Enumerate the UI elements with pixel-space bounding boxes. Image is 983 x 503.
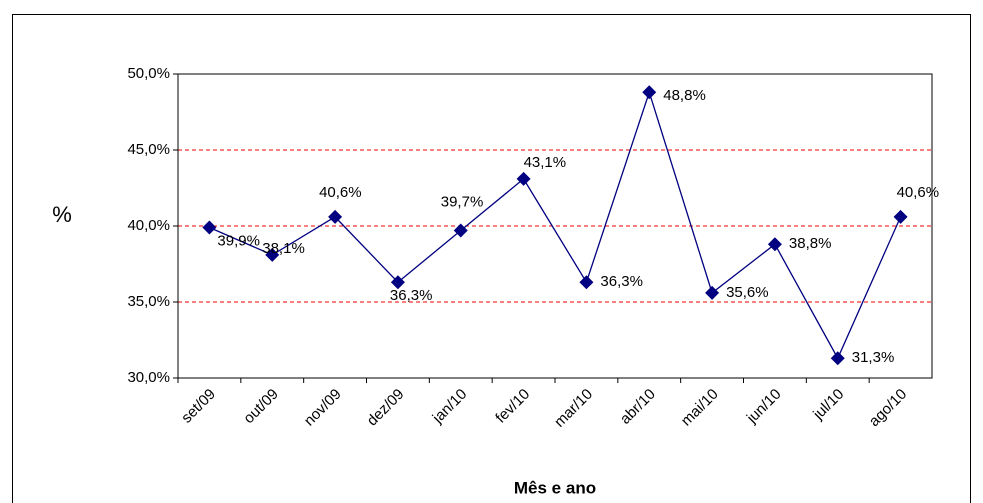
- data-point: [328, 209, 343, 224]
- data-label: 36,3%: [390, 287, 433, 304]
- data-label: 31,3%: [852, 349, 895, 366]
- data-label: 43,1%: [524, 154, 567, 171]
- y-tick-label: 35,0%: [127, 293, 170, 310]
- data-point: [453, 223, 468, 238]
- data-label: 48,8%: [663, 87, 706, 104]
- data-point: [390, 275, 405, 290]
- y-tick-label: 50,0%: [127, 65, 170, 82]
- data-point: [893, 209, 908, 224]
- x-axis-label: Mês e ano: [514, 478, 596, 497]
- data-label: 40,6%: [897, 184, 940, 201]
- y-tick-label: 30,0%: [127, 369, 170, 386]
- data-point: [642, 85, 657, 100]
- y-tick-label: 40,0%: [127, 217, 170, 234]
- data-label: 35,6%: [726, 284, 769, 301]
- data-label: 36,3%: [600, 273, 643, 290]
- data-point: [516, 171, 531, 186]
- data-label: 39,7%: [441, 194, 484, 211]
- data-point: [202, 220, 217, 235]
- data-label: 40,6%: [319, 184, 362, 201]
- y-tick-label: 45,0%: [127, 141, 170, 158]
- series-line: [209, 90, 902, 360]
- y-axis-label: %: [52, 202, 72, 227]
- data-label: 38,1%: [262, 240, 305, 257]
- data-point: [265, 247, 280, 262]
- chart-border: [12, 14, 971, 503]
- data-point: [579, 275, 594, 290]
- data-point: [830, 351, 845, 366]
- data-label: 38,8%: [789, 235, 832, 252]
- data-point: [767, 237, 782, 252]
- data-label: 39,9%: [217, 232, 260, 249]
- data-point: [705, 285, 720, 300]
